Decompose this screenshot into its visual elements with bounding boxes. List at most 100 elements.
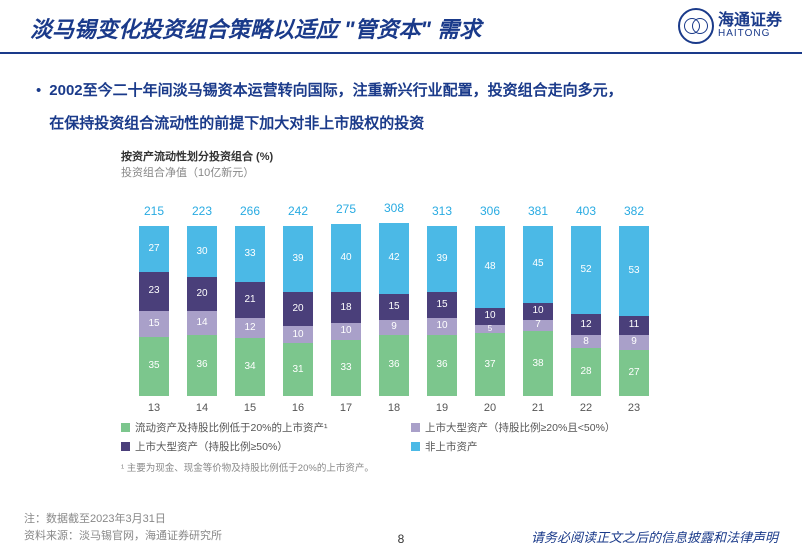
segment-value: 39 — [292, 254, 303, 264]
bar-segment: 27 — [139, 226, 169, 272]
bar-total: 403 — [566, 204, 606, 218]
segment-value: 36 — [196, 360, 207, 370]
bar-segment: 53 — [619, 226, 649, 316]
segment-value: 12 — [244, 323, 255, 333]
bar-total: 306 — [470, 204, 510, 218]
bar-col: 36 9 15 42 — [379, 223, 409, 396]
segment-value: 9 — [391, 322, 397, 332]
bar-total: 223 — [182, 204, 222, 218]
segment-value: 27 — [148, 244, 159, 254]
legend-item: 非上市资产 — [411, 439, 681, 454]
bar-col: 33101840 — [331, 224, 361, 396]
bar-segment: 37 — [475, 333, 505, 396]
bar-segment: 11 — [619, 316, 649, 335]
bar-col: 35152327 — [139, 226, 169, 396]
segment-value: 11 — [629, 320, 639, 330]
chart-title: 按资产流动性划分投资组合 (%) — [121, 148, 681, 164]
chart-legend: 流动资产及持股比例低于20%的上市资产¹ 上市大型资产（持股比例≥20%且<50%… — [121, 420, 681, 454]
bar-total: 313 — [422, 204, 462, 218]
segment-value: 15 — [388, 302, 399, 312]
x-axis-label: 20 — [475, 402, 505, 414]
segment-value: 30 — [196, 247, 207, 257]
bar-segment: 33 — [235, 226, 265, 282]
bar-segment: 39 — [427, 226, 457, 292]
segment-value: 33 — [244, 249, 255, 259]
bar-col: 36 10 15 39 — [427, 226, 457, 396]
company-logo: 海通证券 HAITONG — [678, 8, 782, 44]
segment-value: 20 — [196, 289, 207, 299]
bar-total: 308 — [374, 201, 414, 215]
legend-label: 流动资产及持股比例低于20%的上市资产¹ — [135, 420, 328, 435]
bar-segment: 20 — [187, 277, 217, 311]
bar-segment: 34 — [235, 338, 265, 396]
x-axis-label: 22 — [571, 402, 601, 414]
bar-segment: 42 — [379, 223, 409, 294]
segment-value: 21 — [244, 295, 255, 305]
logo-icon — [678, 8, 714, 44]
segment-value: 27 — [628, 368, 639, 378]
bar-segment: 52 — [571, 226, 601, 314]
bar-total: 215 — [134, 204, 174, 218]
body-line1: 2002至今二十年间淡马锡资本运营转向国际，注重新兴行业配置，投资组合走向多元， — [49, 82, 622, 99]
segment-value: 10 — [436, 321, 447, 331]
segment-value: 10 — [484, 311, 495, 321]
bar-segment: 10 — [475, 308, 505, 325]
bar-segment: 10 — [427, 318, 457, 335]
bar-segment: 48 — [475, 226, 505, 308]
body-line2: 在保持投资组合流动性的前提下加大对非上市股权的投资 — [49, 115, 424, 132]
bar-segment: 12 — [571, 314, 601, 334]
bar-total: 381 — [518, 204, 558, 218]
segment-value: 14 — [196, 318, 207, 328]
legend-label: 上市大型资产（持股比例≥20%且<50%） — [425, 420, 615, 435]
bar-col: 31102039 — [283, 226, 313, 396]
segment-value: 45 — [532, 259, 543, 269]
x-axis-label: 19 — [427, 402, 457, 414]
bar-segment: 10 — [331, 323, 361, 340]
segment-value: 15 — [436, 300, 447, 310]
bar-segment: 9 — [619, 335, 649, 350]
bar-segment: 27 — [619, 350, 649, 396]
segment-value: 52 — [580, 265, 591, 275]
footer-note-line2: 资料来源：淡马锡官网，海通证券研究所 — [24, 528, 222, 546]
bar-segment: 23 — [139, 272, 169, 311]
bar-col: 387 10 45 — [523, 226, 553, 396]
segment-value: 37 — [484, 360, 495, 370]
legend-swatch — [121, 442, 130, 451]
x-axis-label: 15 — [235, 402, 265, 414]
segment-value: 23 — [148, 286, 159, 296]
segment-value: 7 — [535, 320, 541, 330]
bar-total: 266 — [230, 204, 270, 218]
segment-value: 53 — [628, 266, 639, 276]
bar-col: 2881252 — [571, 226, 601, 396]
segment-value: 35 — [148, 361, 159, 371]
bar-segment: 45 — [523, 226, 553, 303]
chart-footnote: ¹ 主要为现金、现金等价物及持股比例低于20%的上市资产。 — [121, 460, 681, 474]
bar-segment: 15 — [427, 292, 457, 318]
bar-col: 27 9 11 53 — [619, 226, 649, 396]
bar-segment: 31 — [283, 343, 313, 396]
legend-item: 上市大型资产（持股比例≥50%） — [121, 439, 391, 454]
legend-item: 上市大型资产（持股比例≥20%且<50%） — [411, 420, 681, 435]
header-underline — [0, 52, 802, 54]
segment-value: 42 — [388, 253, 399, 263]
bar-col: 36 14 20 30 — [187, 226, 217, 396]
segment-value: 33 — [340, 363, 351, 373]
bar-segment: 14 — [187, 311, 217, 335]
bar-total: 242 — [278, 204, 318, 218]
bar-segment: 36 — [379, 335, 409, 396]
footer-note-line1: 注：数据截至2023年3月31日 — [24, 511, 222, 529]
x-axis-label: 13 — [139, 402, 169, 414]
bar-total: 382 — [614, 204, 654, 218]
legend-label: 上市大型资产（持股比例≥50%） — [135, 439, 288, 454]
page-title: 淡马锡变化投资组合策略以适应 "管资本" 需求 — [30, 12, 782, 44]
bar-segment: 40 — [331, 224, 361, 292]
bar-total: 275 — [326, 202, 366, 216]
bar-segment: 36 — [427, 335, 457, 396]
segment-value: 10 — [340, 326, 351, 336]
bar-segment: 10 — [283, 326, 313, 343]
bar-segment: 38 — [523, 331, 553, 396]
chart-subtitle: 投资组合净值（10亿新元） — [121, 164, 681, 180]
legend-swatch — [411, 423, 420, 432]
segment-value: 10 — [532, 306, 543, 316]
segment-value: 5 — [488, 325, 492, 333]
